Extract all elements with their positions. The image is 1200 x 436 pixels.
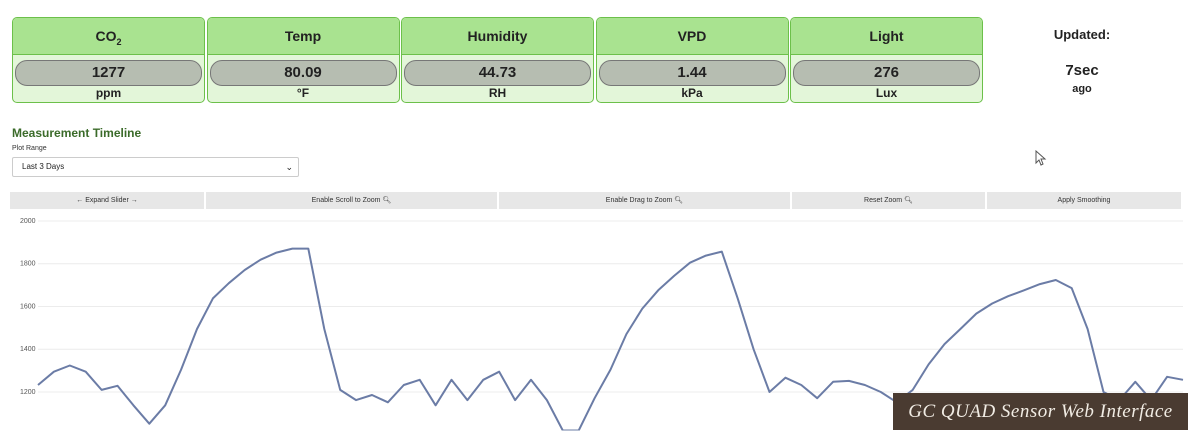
card-header: Humidity xyxy=(402,18,593,55)
card-header: CO2 xyxy=(13,18,204,55)
card-label: Light xyxy=(869,28,904,44)
toolbar-button[interactable]: Apply Smoothing xyxy=(987,192,1181,209)
toolbar-button[interactable]: ← Expand Slider → xyxy=(10,192,204,209)
toolbar-button[interactable]: Enable Drag to Zoom 🔍︎ xyxy=(499,192,790,209)
updated-suffix: ago xyxy=(1072,83,1092,95)
zoom-icon: 🔍︎ xyxy=(672,197,684,204)
card-unit: Lux xyxy=(875,86,898,100)
zoom-icon: 🔍︎ xyxy=(902,197,913,204)
card-value: 276 xyxy=(793,60,980,86)
updated-value: 7sec xyxy=(1065,62,1099,79)
card-unit: RH xyxy=(488,86,507,100)
range-label: Plot Range xyxy=(12,145,47,152)
toolbar-button[interactable]: Enable Scroll to Zoom 🔍︎ xyxy=(206,192,497,209)
card-label: Humidity xyxy=(467,28,528,44)
card-unit: °F xyxy=(296,86,310,100)
card-label: Temp xyxy=(284,28,322,44)
sensor-card: Temp 80.09 °F xyxy=(206,17,400,103)
chart: 1200 1400 1600 1800 2000 xyxy=(20,218,1184,431)
card-label-sub: 2 xyxy=(116,36,122,47)
card-value: 1.44 xyxy=(598,60,786,86)
range-select[interactable]: Last 3 Days ⌄ xyxy=(12,157,299,177)
y-tick-label: 1200 xyxy=(20,389,36,396)
card-header: Temp xyxy=(207,18,399,55)
range-value: Last 3 Days xyxy=(22,162,65,171)
button-label: Enable Drag to Zoom xyxy=(605,197,673,204)
arrow-left: ← xyxy=(76,197,86,204)
card-value: 44.73 xyxy=(404,60,591,86)
card-label: CO xyxy=(95,28,117,44)
card-unit: kPa xyxy=(681,86,703,100)
card-value: 1277 xyxy=(15,60,202,86)
y-tick-label: 1400 xyxy=(20,346,36,353)
button-label: Expand Slider xyxy=(85,197,129,204)
zoom-icon: 🔍︎ xyxy=(380,197,392,204)
y-tick-label: 2000 xyxy=(20,218,36,225)
sensor-card: Light 276 Lux xyxy=(790,17,983,103)
cursor xyxy=(1035,150,1047,166)
sensor-card: CO2 1277 ppm xyxy=(12,17,205,103)
watermark: GC QUAD Sensor Web Interface xyxy=(893,393,1188,430)
y-tick-label: 1600 xyxy=(20,303,36,310)
button-label: Reset Zoom xyxy=(864,197,903,204)
card-header: Light xyxy=(791,18,982,55)
button-label: Enable Scroll to Zoom xyxy=(311,197,381,204)
card-header: VPD xyxy=(596,18,788,55)
card-unit: ppm xyxy=(95,86,122,100)
card-label: VPD xyxy=(677,28,707,44)
sensor-card: VPD 1.44 kPa xyxy=(595,17,789,103)
toolbar-button[interactable]: Reset Zoom 🔍︎ xyxy=(792,192,985,209)
button-label: Apply Smoothing xyxy=(1057,197,1111,204)
card-value: 80.09 xyxy=(209,60,397,86)
y-tick-label: 1800 xyxy=(20,261,36,268)
data-line xyxy=(37,247,1184,431)
section-title: Measurement Timeline xyxy=(12,126,142,140)
updated-title: Updated: xyxy=(1053,27,1111,42)
chevron: ⌄ xyxy=(285,162,293,172)
sensor-card: Humidity 44.73 RH xyxy=(401,17,594,103)
arrow-right: → xyxy=(128,197,138,204)
